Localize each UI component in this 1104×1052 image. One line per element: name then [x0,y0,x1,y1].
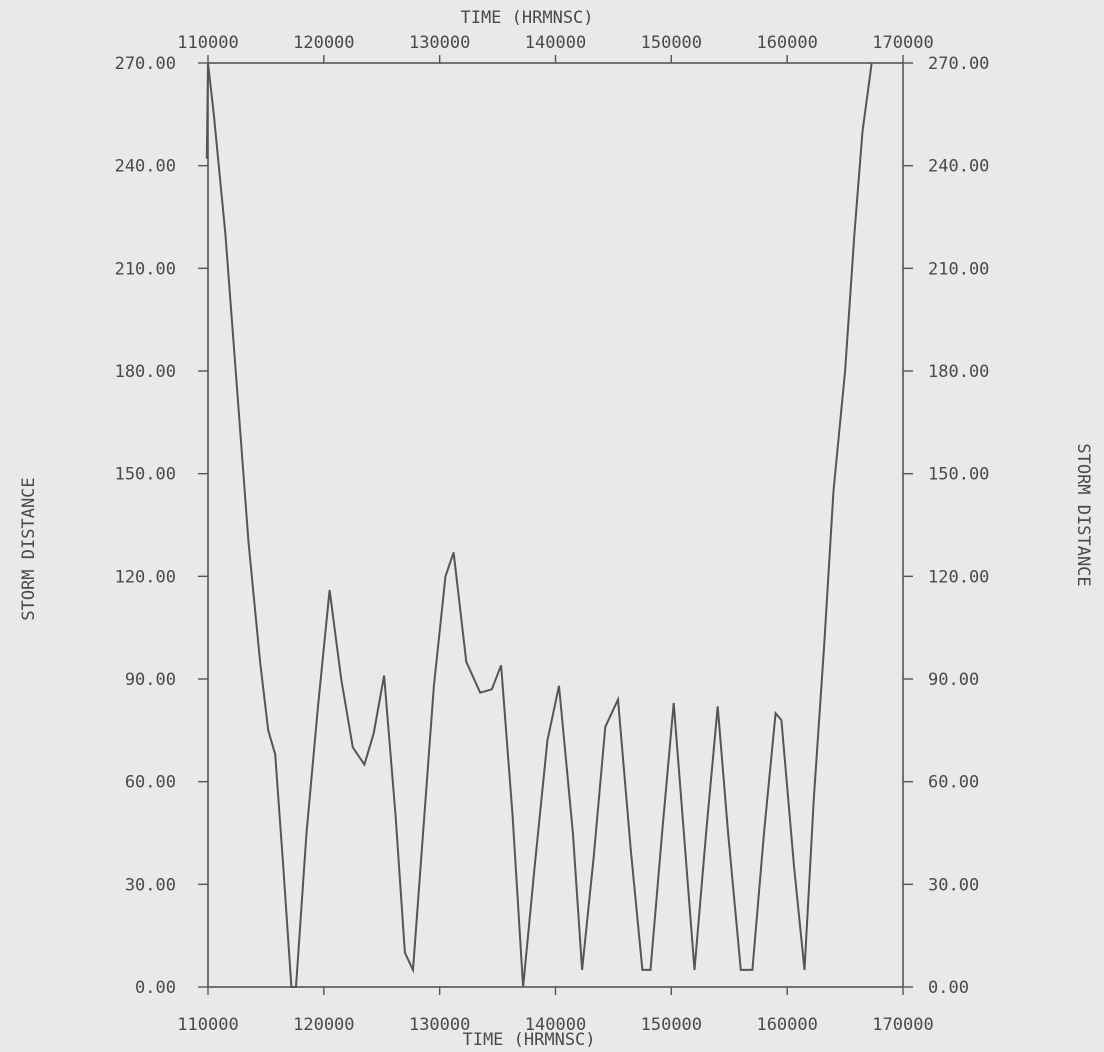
axis-ticks [198,55,913,995]
x-tick-label-bottom: 170000 [872,1015,933,1035]
x-axis-title-bottom: TIME (HRMNSC) [462,1030,595,1050]
y-tick-label-right: 210.00 [928,259,989,279]
x-tick-label-top: 160000 [756,33,817,53]
y-axis-title-left: STORM DISTANCE [19,477,39,620]
x-tick-label-top: 150000 [641,33,702,53]
x-tick-label-bottom: 130000 [409,1015,470,1035]
y-tick-label-left: 60.00 [125,773,176,793]
y-tick-label-left: 270.00 [115,54,176,74]
y-tick-label-right: 90.00 [928,670,979,690]
y-tick-label-left: 150.00 [115,465,176,485]
y-tick-label-left: 30.00 [125,875,176,895]
y-tick-label-left: 90.00 [125,670,176,690]
series-line [205,62,873,988]
tick-labels: 110000 110000 120000 120000 130000 130000 1400… [115,33,990,1035]
x-tick-label-bottom: 150000 [641,1015,702,1035]
x-axis-title-top: TIME (HRMNSC) [460,8,593,28]
y-tick-label-right: 270.00 [928,54,989,74]
x-tick-label-bottom: 110000 [177,1015,238,1035]
y-tick-label-right: 180.00 [928,362,989,382]
y-tick-label-right: 150.00 [928,465,989,485]
y-tick-label-left: 210.00 [115,259,176,279]
x-tick-label-top: 120000 [293,33,354,53]
x-tick-label-top: 130000 [409,33,470,53]
x-tick-label-top: 110000 [177,33,238,53]
plot-frame [207,62,904,988]
x-tick-label-bottom: 160000 [756,1015,817,1035]
y-tick-label-right: 60.00 [928,773,979,793]
y-tick-label-right: 120.00 [928,567,989,587]
y-tick-label-left: 0.00 [135,978,176,998]
x-tick-label-bottom: 120000 [293,1015,354,1035]
y-tick-label-left: 180.00 [115,362,176,382]
x-tick-label-top: 170000 [872,33,933,53]
y-tick-label-right: 240.00 [928,157,989,177]
x-tick-label-top: 140000 [525,33,586,53]
y-tick-label-right: 0.00 [928,978,969,998]
x-tick-label-bottom: 140000 [525,1015,586,1035]
y-axis-title-right: STORM DISTANCE [1073,443,1093,586]
y-tick-label-left: 240.00 [115,157,176,177]
y-tick-label-left: 120.00 [115,567,176,587]
y-tick-label-right: 30.00 [928,875,979,895]
